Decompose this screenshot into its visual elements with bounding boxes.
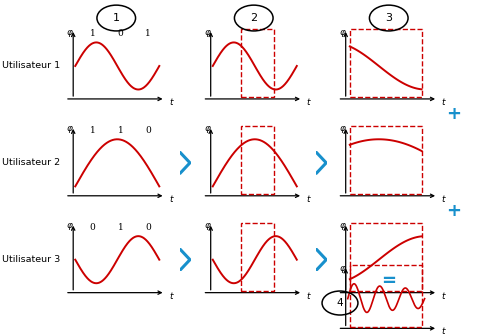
Text: $t$: $t$ bbox=[441, 325, 447, 334]
Bar bbox=[242, 223, 274, 291]
Bar bbox=[350, 126, 422, 194]
Text: $\varphi$: $\varphi$ bbox=[66, 27, 74, 38]
Text: 1: 1 bbox=[112, 13, 119, 23]
Text: Utilisateur 2: Utilisateur 2 bbox=[2, 158, 60, 167]
Text: 1: 1 bbox=[118, 223, 123, 232]
Text: $\varphi$: $\varphi$ bbox=[204, 124, 212, 135]
Text: $t$: $t$ bbox=[441, 290, 447, 301]
Text: $t$: $t$ bbox=[306, 193, 312, 204]
Text: $\varphi$: $\varphi$ bbox=[66, 124, 74, 135]
Text: $\varphi$: $\varphi$ bbox=[204, 221, 212, 232]
Text: 1: 1 bbox=[145, 29, 151, 38]
Text: $\varphi$: $\varphi$ bbox=[66, 221, 74, 232]
Text: 2: 2 bbox=[250, 13, 258, 23]
Text: 0: 0 bbox=[145, 223, 151, 232]
Bar bbox=[242, 126, 274, 194]
Bar bbox=[242, 29, 274, 98]
Text: 0: 0 bbox=[118, 29, 123, 38]
Text: +: + bbox=[446, 106, 461, 123]
Text: $t$: $t$ bbox=[168, 290, 174, 301]
Text: 1: 1 bbox=[90, 29, 96, 38]
Text: 0: 0 bbox=[145, 126, 151, 135]
Text: 3: 3 bbox=[385, 13, 392, 23]
Text: 0: 0 bbox=[90, 223, 96, 232]
Text: $\varphi$: $\varphi$ bbox=[338, 264, 346, 275]
Text: $t$: $t$ bbox=[168, 96, 174, 107]
Text: $\varphi$: $\varphi$ bbox=[338, 124, 346, 135]
Text: 4: 4 bbox=[336, 298, 344, 308]
Text: $t$: $t$ bbox=[306, 96, 312, 107]
Text: $t$: $t$ bbox=[306, 290, 312, 301]
Text: $t$: $t$ bbox=[168, 193, 174, 204]
Text: Utilisateur 3: Utilisateur 3 bbox=[2, 255, 61, 264]
Bar bbox=[350, 223, 422, 291]
Text: Utilisateur 1: Utilisateur 1 bbox=[2, 61, 60, 70]
Text: $t$: $t$ bbox=[441, 96, 447, 107]
Text: 1: 1 bbox=[118, 126, 123, 135]
Text: +: + bbox=[446, 202, 461, 220]
Bar bbox=[350, 29, 422, 98]
Text: 1: 1 bbox=[90, 126, 96, 135]
Text: $\varphi$: $\varphi$ bbox=[204, 27, 212, 38]
Text: $\varphi$: $\varphi$ bbox=[338, 27, 346, 38]
Text: =: = bbox=[382, 272, 396, 290]
Text: $t$: $t$ bbox=[441, 193, 447, 204]
Text: $\varphi$: $\varphi$ bbox=[338, 221, 346, 232]
Bar bbox=[350, 266, 422, 327]
